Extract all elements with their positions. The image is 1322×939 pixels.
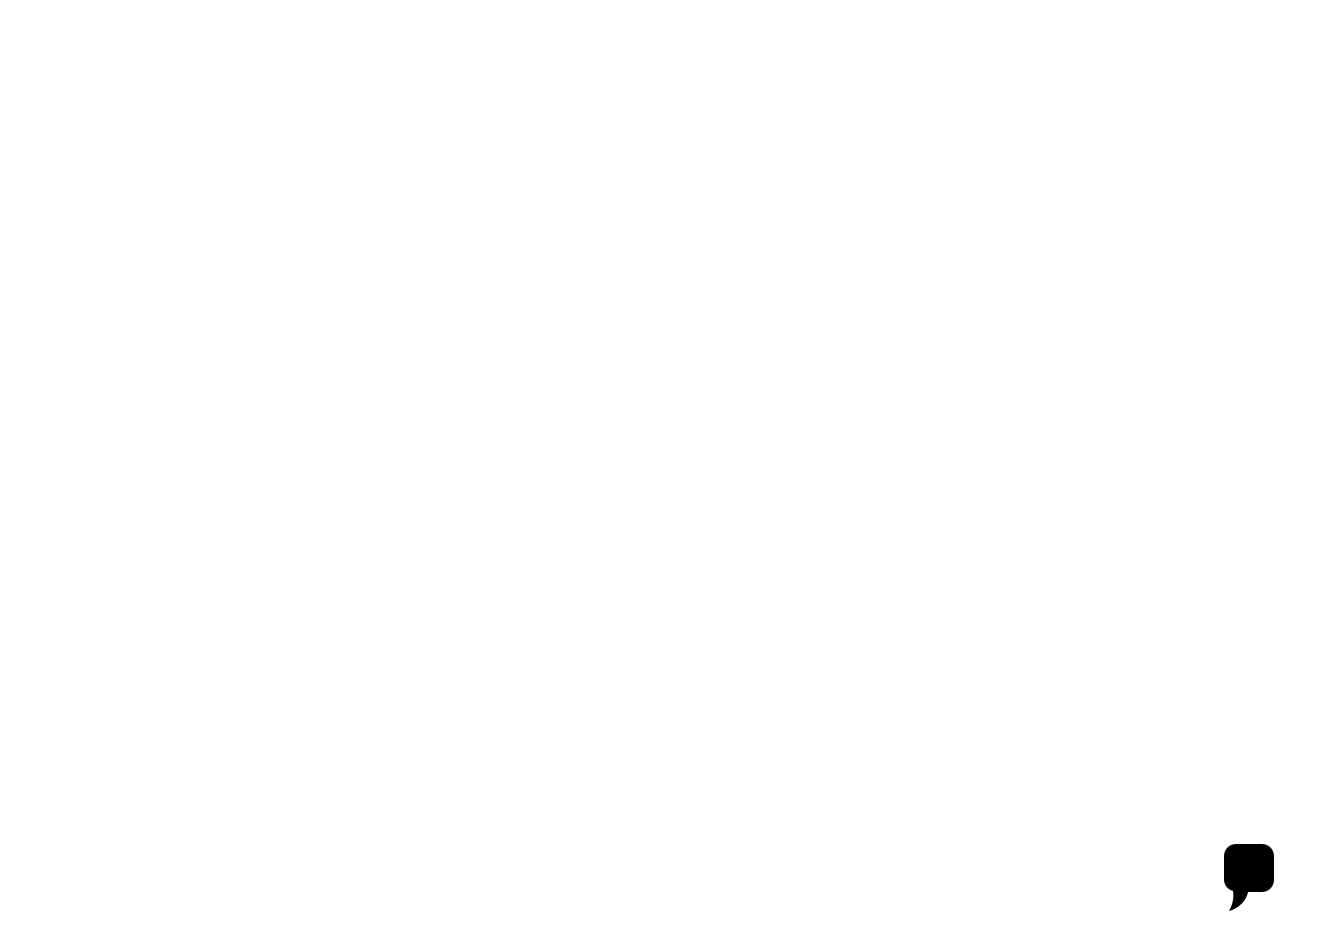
logo-tail-shade: [1229, 892, 1248, 911]
logo-bar-tall: [1240, 859, 1246, 885]
logo-exclamation-dot: [1256, 879, 1262, 885]
newsworthy-branding: [1222, 842, 1290, 914]
newsworthy-logo-icon: [1224, 844, 1274, 911]
logo-bar-short: [1232, 871, 1238, 885]
logo-bar-medium: [1248, 866, 1254, 885]
logo-exclamation-bar: [1256, 853, 1262, 876]
